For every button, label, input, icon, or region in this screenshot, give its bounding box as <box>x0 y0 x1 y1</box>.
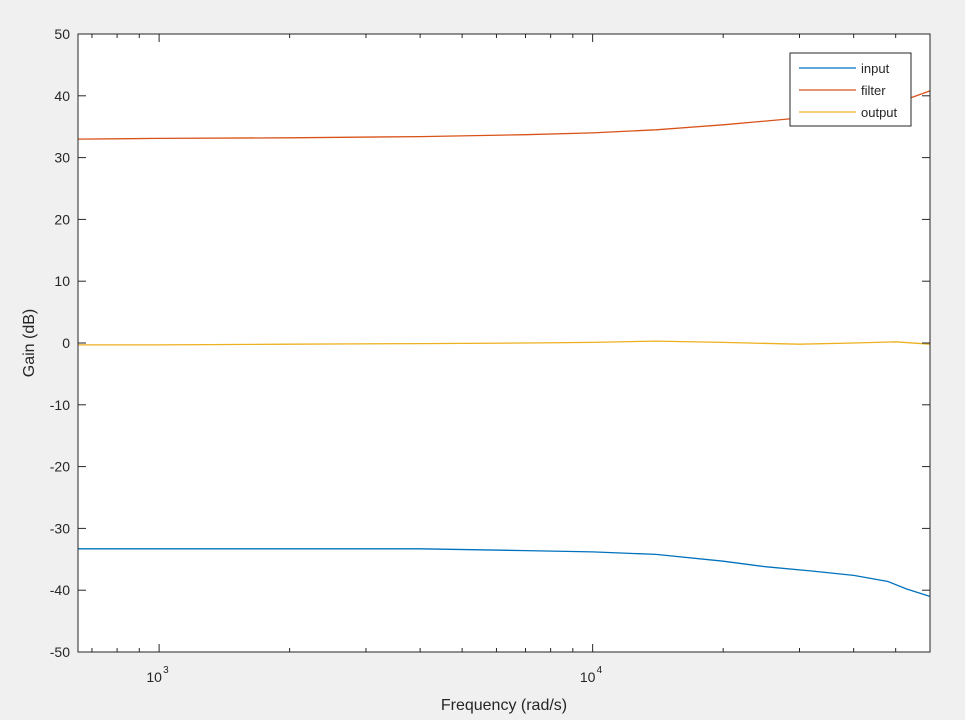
legend-label-output: output <box>861 105 898 120</box>
y-tick-label: -50 <box>50 644 70 660</box>
y-tick-label: 30 <box>54 150 70 166</box>
y-axis-label: Gain (dB) <box>21 309 38 377</box>
y-tick-label: 40 <box>54 88 70 104</box>
x-axis-label: Frequency (rad/s) <box>441 697 567 714</box>
x-tick-label: 10 4 <box>580 665 603 685</box>
x-tick-label: 10 3 <box>146 665 169 685</box>
y-tick-label: -40 <box>50 582 70 598</box>
x-tick-labels: 10 3 10 4 <box>146 665 602 685</box>
legend-label-filter: filter <box>861 83 886 98</box>
y-tick-label: 20 <box>54 211 70 227</box>
y-tick-label: 0 <box>62 335 70 351</box>
axes-box <box>77 33 931 653</box>
y-tick-label: -10 <box>50 397 70 413</box>
x-tick-label-exponent: 4 <box>597 665 603 676</box>
legend[interactable]: input filter output <box>789 52 912 127</box>
legend-label-input: input <box>861 61 890 76</box>
y-tick-labels: -50 -40 -30 -20 -10 0 10 20 30 40 50 <box>50 26 70 660</box>
y-tick-label: 50 <box>54 26 70 42</box>
x-tick-label-base: 10 <box>580 669 596 685</box>
series-line-output <box>78 340 931 346</box>
y-tick-label: 10 <box>54 273 70 289</box>
x-tick-label-base: 10 <box>146 669 162 685</box>
y-tick-label: -30 <box>50 520 70 536</box>
tick-layer <box>78 33 931 653</box>
x-tick-label-exponent: 3 <box>163 665 169 676</box>
y-tick-label: -20 <box>50 459 70 475</box>
series-line-input <box>78 548 931 598</box>
